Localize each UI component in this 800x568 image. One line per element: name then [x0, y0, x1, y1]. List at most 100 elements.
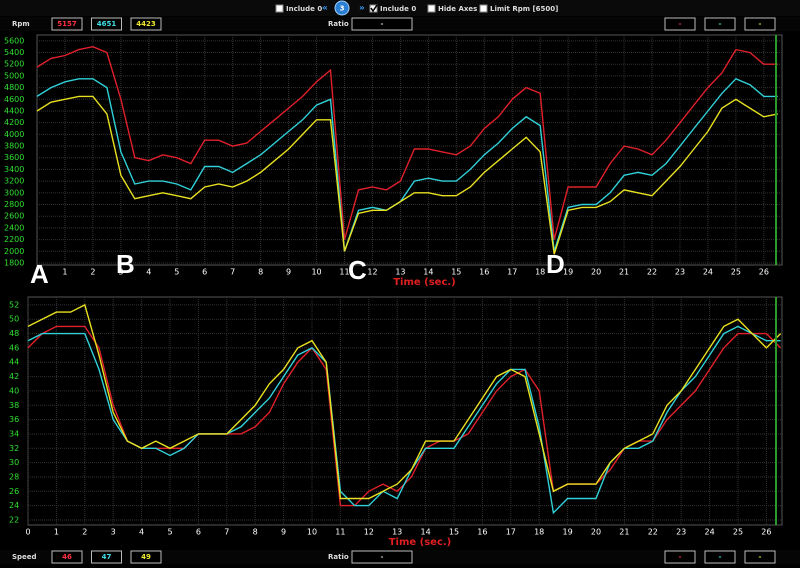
- x-tick-label: 1: [62, 268, 67, 277]
- y-tick-label: 48: [9, 329, 19, 338]
- x-tick-label: 13: [395, 268, 405, 277]
- annotation-letter: C: [348, 255, 367, 285]
- series-line: [27, 303, 782, 500]
- x-tick-label: 16: [479, 268, 489, 277]
- checkbox[interactable]: [275, 4, 284, 13]
- y-tick-label: 3200: [4, 177, 24, 186]
- checkbox-label: Include 0: [286, 5, 322, 13]
- x-tick-label: 3: [111, 528, 116, 537]
- y-tick-label: 28: [9, 472, 19, 481]
- plot-area: [27, 296, 783, 526]
- value-box-text: -: [759, 20, 762, 28]
- y-tick-label: 5000: [4, 71, 24, 80]
- x-tick-label: 16: [477, 528, 487, 537]
- toolbar: [0, 0, 800, 16]
- y-tick-label: 3600: [4, 153, 24, 162]
- ratio-label: Ratio: [328, 553, 349, 561]
- y-tick-label: 2200: [4, 235, 24, 244]
- x-tick-label: 18: [534, 528, 544, 537]
- x-tick-label: 22: [648, 528, 658, 537]
- value-box: [664, 550, 696, 564]
- y-tick-label: 2000: [4, 247, 24, 256]
- panel-label: Speed: [12, 553, 37, 561]
- series-line: [36, 95, 778, 255]
- x-tick-label: 20: [591, 528, 601, 537]
- x-tick-label: 12: [367, 268, 377, 277]
- ratio-label: Ratio: [328, 20, 349, 28]
- readout: 47: [102, 553, 112, 561]
- y-tick-label: 2800: [4, 200, 24, 209]
- y-tick-label: 44: [9, 358, 19, 367]
- ratio-value: -: [381, 20, 384, 28]
- checkbox-label: Hide Axes: [438, 5, 477, 13]
- y-tick-label: 32: [9, 444, 19, 453]
- x-tick-label: 21: [619, 268, 629, 277]
- y-tick-label: 3000: [4, 188, 24, 197]
- plot-area: [36, 34, 783, 266]
- x-tick-label: 12: [364, 528, 374, 537]
- y-tick-label: 50: [9, 315, 19, 324]
- value-box-text: -: [719, 20, 722, 28]
- series-line: [36, 77, 778, 252]
- x-tick-label: 15: [451, 268, 461, 277]
- x-tick-label: 7: [230, 268, 235, 277]
- y-tick-label: 46: [9, 343, 19, 352]
- annotation-letter: D: [546, 249, 565, 279]
- readout-box: [91, 550, 122, 564]
- value-box-text: -: [719, 553, 722, 561]
- readout: 46: [62, 553, 72, 561]
- checkbox[interactable]: [479, 4, 488, 13]
- x-tick-label: 10: [307, 528, 317, 537]
- y-tick-label: 4400: [4, 106, 24, 115]
- x-tick-label: 25: [733, 528, 743, 537]
- value-box-text: -: [679, 20, 682, 28]
- x-tick-label: 1: [54, 528, 59, 537]
- y-tick-label: 42: [9, 372, 19, 381]
- x-tick-label: 23: [675, 268, 685, 277]
- y-tick-label: 30: [9, 458, 19, 467]
- nav-left[interactable]: «: [322, 4, 328, 14]
- readout-box: [91, 17, 122, 31]
- value-box: [744, 550, 776, 564]
- annotation-letter: B: [116, 249, 135, 279]
- y-tick-label: 40: [9, 386, 19, 395]
- x-axis-label: Time (sec.): [393, 277, 456, 288]
- ratio-box: [351, 550, 413, 564]
- checkbox[interactable]: [369, 4, 378, 13]
- x-tick-label: 11: [335, 528, 345, 537]
- x-tick-label: 6: [196, 528, 201, 537]
- x-tick-label: 3: [118, 268, 123, 277]
- x-tick-label: 2: [82, 528, 87, 537]
- y-tick-label: 24: [9, 501, 19, 510]
- checkbox-label: Limit Rpm [6500]: [490, 5, 558, 13]
- readout-box: [130, 550, 162, 564]
- checkbox-label: Include 0: [380, 5, 416, 13]
- value-box: [704, 550, 736, 564]
- y-tick-label: 5600: [4, 36, 24, 45]
- x-tick-label: 8: [253, 528, 258, 537]
- x-tick-label: 8: [258, 268, 263, 277]
- x-tick-label: 21: [619, 528, 629, 537]
- y-tick-label: 52: [9, 300, 19, 309]
- nav-right[interactable]: »: [359, 4, 365, 14]
- x-tick-label: 24: [704, 528, 714, 537]
- value-box: [664, 17, 696, 31]
- y-tick-label: 36: [9, 415, 19, 424]
- y-tick-label: 4200: [4, 118, 24, 127]
- series-line: [27, 325, 781, 515]
- y-tick-label: 3800: [4, 142, 24, 151]
- x-tick-label: 17: [507, 268, 517, 277]
- checkbox[interactable]: [427, 4, 436, 13]
- y-tick-label: 4000: [4, 130, 24, 139]
- x-tick-label: 14: [423, 268, 433, 277]
- x-tick-label: 4: [139, 528, 144, 537]
- readout: 4651: [97, 20, 117, 28]
- y-tick-label: 26: [9, 487, 19, 496]
- page-button[interactable]: [334, 0, 350, 16]
- x-tick-label: 5: [167, 528, 172, 537]
- x-tick-label: 14: [420, 528, 430, 537]
- x-tick-label: 19: [562, 528, 572, 537]
- y-tick-label: 5400: [4, 48, 24, 57]
- page-number[interactable]: 3: [340, 5, 345, 13]
- x-axis-label: Time (sec.): [389, 537, 452, 548]
